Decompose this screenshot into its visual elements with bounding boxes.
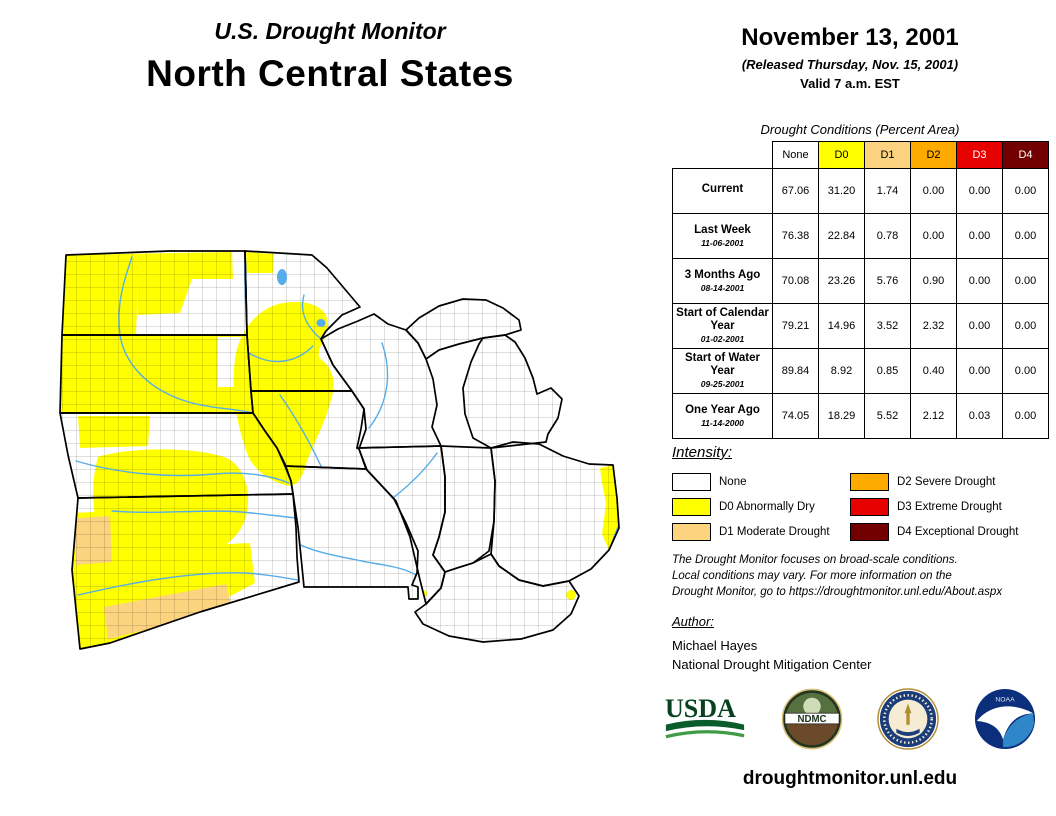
minnesota-river [248,345,314,363]
noaa-gull [976,706,1034,740]
column-header-d4: D4 [1002,141,1049,169]
seal-water [896,728,920,736]
wisconsin-river [368,342,389,429]
table-header-row: None D0 D1 D2 D3 D4 [673,141,1049,169]
page-title: North Central States [146,53,514,94]
author-block: Author: Michael Hayes National Drought M… [672,614,871,672]
arkansas-river [77,572,299,596]
row-label-one-year-ago: One Year Ago 11-14-2000 [672,393,773,439]
svg-text:NOAA: NOAA [995,697,1015,704]
legend-item-none: None [672,469,850,494]
mille-lacs-lake [316,319,326,327]
drought-map [59,250,620,650]
table-row: 3 Months Ago 08-14-2001 70.08 23.26 5.76 … [672,258,1049,304]
platte-river [75,460,290,484]
map-supertitle: U.S. Drought Monitor [214,18,446,44]
column-header-none: None [772,141,819,169]
noaa-logo: NOAA [974,688,1035,750]
row-label-last-week: Last Week 11-06-2001 [672,213,773,259]
table-row: Current 67.06 31.20 1.74 0.00 0.00 0.00 [672,168,1049,214]
table-corner-cell [673,142,773,169]
none-swatch [672,472,711,491]
footer-url: droughtmonitor.unl.edu [742,768,958,789]
commerce-seal-logo [877,688,940,750]
column-header-d1: D1 [864,141,911,169]
drought-conditions-table: None D0 D1 D2 D3 D4 Current 67.06 31.20 … [672,141,1049,439]
table-row: Last Week 11-06-2001 76.38 22.84 0.78 0.0… [672,213,1049,259]
usda-swoosh-line [665,730,745,739]
legend-item-d4: D4 Exceptional Drought [850,519,1028,544]
illinois-river [392,452,438,499]
intensity-legend: Intensity: None D0 Abnormally Dry D1 Mod… [672,444,1032,544]
legend-title: Intensity: [672,444,733,461]
agency-logos: USDA NDMC NOAA [664,688,1036,750]
row-label-current: Current [672,168,773,214]
noaa-ocean [1003,713,1035,748]
state-borders-layer [59,250,620,650]
column-header-d0: D0 [818,141,865,169]
column-header-d2: D2 [910,141,957,169]
usda-field-swoosh [665,719,745,732]
table-row: One Year Ago 11-14-2000 74.05 18.29 5.52 … [672,393,1049,439]
table-row: Start of Water Year 09-25-2001 89.84 8.92… [672,348,1049,394]
valid-time: Valid 7 a.m. EST [800,76,900,91]
map-header: U.S. Drought Monitor North Central State… [90,18,570,95]
d1-swatch [672,522,711,541]
svg-text:USDA: USDA [665,694,736,723]
column-header-d3: D3 [956,141,1003,169]
svg-text:NDMC: NDMC [797,714,826,725]
released-date: (Released Thursday, Nov. 15, 2001) [741,57,959,72]
red-lake [277,269,287,285]
ndmc-logo: NDMC [781,688,842,750]
legend-item-d1: D1 Moderate Drought [672,519,850,544]
d4-swatch [850,522,889,541]
table-row: Start of Calendar Year 01-02-2001 79.21 1… [672,303,1049,349]
d2-swatch [850,472,889,491]
seal-torch [904,703,912,714]
row-label-start-of-calendar-year: Start of Calendar Year 01-02-2001 [672,303,773,349]
d3-swatch [850,497,889,516]
disclaimer-text: The Drought Monitor focuses on broad-sca… [672,554,1003,599]
date-block: November 13, 2001 (Released Thursday, No… [660,24,1040,91]
row-label-start-of-water-year: Start of Water Year 09-25-2001 [672,348,773,394]
author-heading: Author: [672,614,714,629]
des-moines-river [279,394,322,467]
usda-logo: USDA [665,694,745,739]
d0-swatch [672,497,711,516]
legend-item-d0: D0 Abnormally Dry [672,494,850,519]
kansas-river [111,510,297,519]
table-title: Drought Conditions (Percent Area) [760,122,960,137]
row-label-3-months-ago: 3 Months Ago 08-14-2001 [672,258,773,304]
legend-item-d2: D2 Severe Drought [850,469,1028,494]
map-date: November 13, 2001 [741,24,959,51]
legend-item-d3: D3 Extreme Drought [850,494,1028,519]
author-name: Michael Hayes [672,638,758,653]
author-organization: National Drought Mitigation Center [672,657,872,672]
